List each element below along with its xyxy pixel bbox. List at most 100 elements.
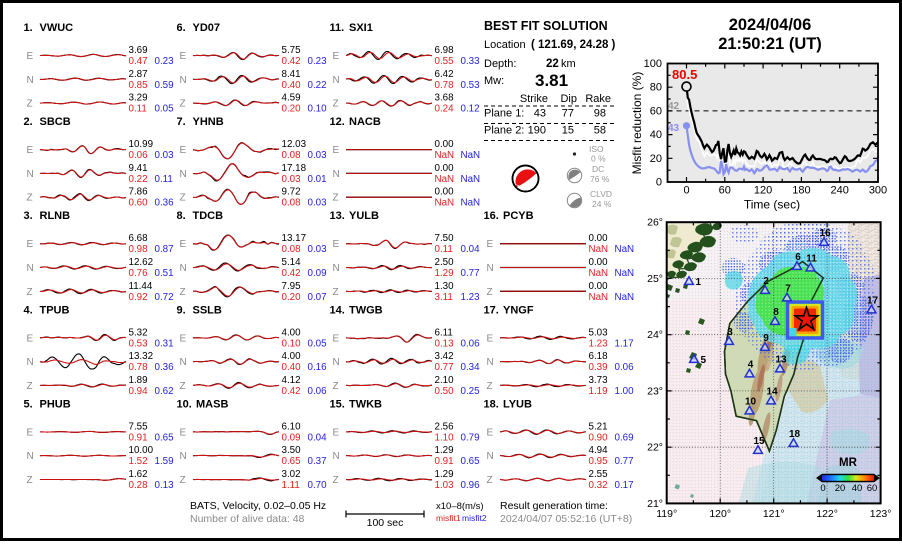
svg-text:98: 98 [594,108,606,120]
svg-text:11.44: 11.44 [129,281,153,292]
svg-text:1.29: 1.29 [435,445,454,456]
svg-text:E: E [27,333,34,344]
svg-text:0.78: 0.78 [435,80,455,91]
svg-text:N: N [180,75,187,86]
svg-text:1.17: 1.17 [615,338,634,349]
svg-text:E: E [333,145,340,156]
svg-text:0.53: 0.53 [129,338,149,349]
svg-text:E: E [333,51,340,62]
svg-text:Depth:: Depth: [484,58,516,70]
svg-text:Mw:: Mw: [484,75,504,87]
svg-text:E: E [333,427,340,438]
svg-text:18.: 18. [484,398,499,410]
svg-text:0.42: 0.42 [282,386,301,397]
svg-text:0.31: 0.31 [155,338,174,349]
svg-text:0.12: 0.12 [461,104,480,115]
svg-text:0.77: 0.77 [461,268,480,279]
svg-text:0.70: 0.70 [308,480,328,491]
svg-text:1.23: 1.23 [589,338,609,349]
svg-text:Time (sec): Time (sec) [744,198,800,212]
svg-text:0.40: 0.40 [282,362,302,373]
svg-text:2.: 2. [24,116,33,128]
svg-text:13.: 13. [330,210,345,222]
svg-text:122°: 122° [816,508,838,520]
svg-text:16.: 16. [484,210,499,222]
svg-text:6: 6 [795,252,801,263]
svg-text:E: E [180,51,187,62]
svg-text:4.59: 4.59 [282,93,301,104]
svg-text:1.52: 1.52 [129,456,148,467]
svg-text:0.22: 0.22 [308,80,327,91]
svg-text:0.78: 0.78 [129,362,149,373]
svg-text:10.: 10. [177,398,192,410]
svg-text:0.11: 0.11 [435,244,453,255]
svg-text:DC: DC [592,164,604,174]
svg-text:0.95: 0.95 [589,456,609,467]
svg-text:190: 190 [528,125,546,137]
svg-text:10.99: 10.99 [129,139,154,150]
svg-text:5.: 5. [24,398,33,410]
svg-text:22: 22 [546,58,559,70]
svg-text:3.50: 3.50 [282,445,302,456]
svg-text:7.50: 7.50 [435,233,455,244]
svg-text:0.23: 0.23 [308,56,328,67]
svg-text:60: 60 [650,105,662,117]
svg-text:Z: Z [333,99,339,110]
svg-text:0.62: 0.62 [155,386,174,397]
svg-text:0.20: 0.20 [282,104,302,115]
svg-text:58: 58 [594,125,606,137]
svg-text:40: 40 [852,483,863,494]
svg-text:PHUB: PHUB [40,398,71,410]
svg-text:1.03: 1.03 [435,480,455,491]
svg-text:21:50:21 (UT): 21:50:21 (UT) [718,35,822,53]
svg-text:0.07: 0.07 [308,292,327,303]
svg-text:1.89: 1.89 [129,375,148,386]
svg-text:RLNB: RLNB [40,210,71,222]
svg-text:3.68: 3.68 [435,93,455,104]
svg-text:123°: 123° [870,508,892,520]
svg-text:YD07: YD07 [193,22,221,34]
svg-text:20: 20 [835,483,846,494]
svg-text:Z: Z [333,381,339,392]
svg-text:18: 18 [789,429,801,440]
svg-text:0.79: 0.79 [461,432,480,443]
svg-text:3.42: 3.42 [435,351,454,362]
svg-text:0.08: 0.08 [282,150,302,161]
svg-text:3.69: 3.69 [129,45,148,56]
svg-text:0.06: 0.06 [461,338,481,349]
svg-text:N: N [487,357,494,368]
svg-text:0.03: 0.03 [282,174,302,185]
svg-text:100 sec: 100 sec [367,517,404,529]
svg-text:VWUC: VWUC [40,22,74,34]
svg-text:0.00: 0.00 [435,139,455,150]
svg-text:0.55: 0.55 [435,56,455,67]
svg-text:Z: Z [180,193,186,204]
svg-text:NaN: NaN [461,150,481,161]
svg-text:8: 8 [773,307,779,318]
svg-text:Strike: Strike [520,93,548,105]
svg-text:0.42: 0.42 [282,268,301,279]
svg-text:0.96: 0.96 [461,480,481,491]
svg-text:0 %: 0 % [591,154,606,164]
svg-text:YNGF: YNGF [503,304,534,316]
svg-text:TWKB: TWKB [349,398,382,410]
svg-text:17.18: 17.18 [282,163,307,174]
svg-text:Z: Z [180,99,186,110]
svg-text:1.62: 1.62 [129,469,148,480]
svg-text:6.: 6. [177,22,186,34]
svg-text:24 %: 24 % [592,199,612,209]
svg-text:42: 42 [668,101,680,112]
svg-text:N: N [27,451,34,462]
svg-text:0.08: 0.08 [282,244,302,255]
svg-text:10: 10 [745,397,757,408]
svg-text:N: N [180,451,187,462]
svg-text:0.05: 0.05 [308,338,328,349]
svg-text:0.76: 0.76 [129,268,149,279]
svg-text:0.13: 0.13 [155,480,175,491]
svg-text:2.55: 2.55 [589,469,609,480]
svg-text:E: E [27,145,34,156]
svg-text:Z: Z [180,475,186,486]
svg-text:0.50: 0.50 [435,386,455,397]
svg-text:120: 120 [754,185,772,197]
svg-text:NaN: NaN [435,174,455,185]
